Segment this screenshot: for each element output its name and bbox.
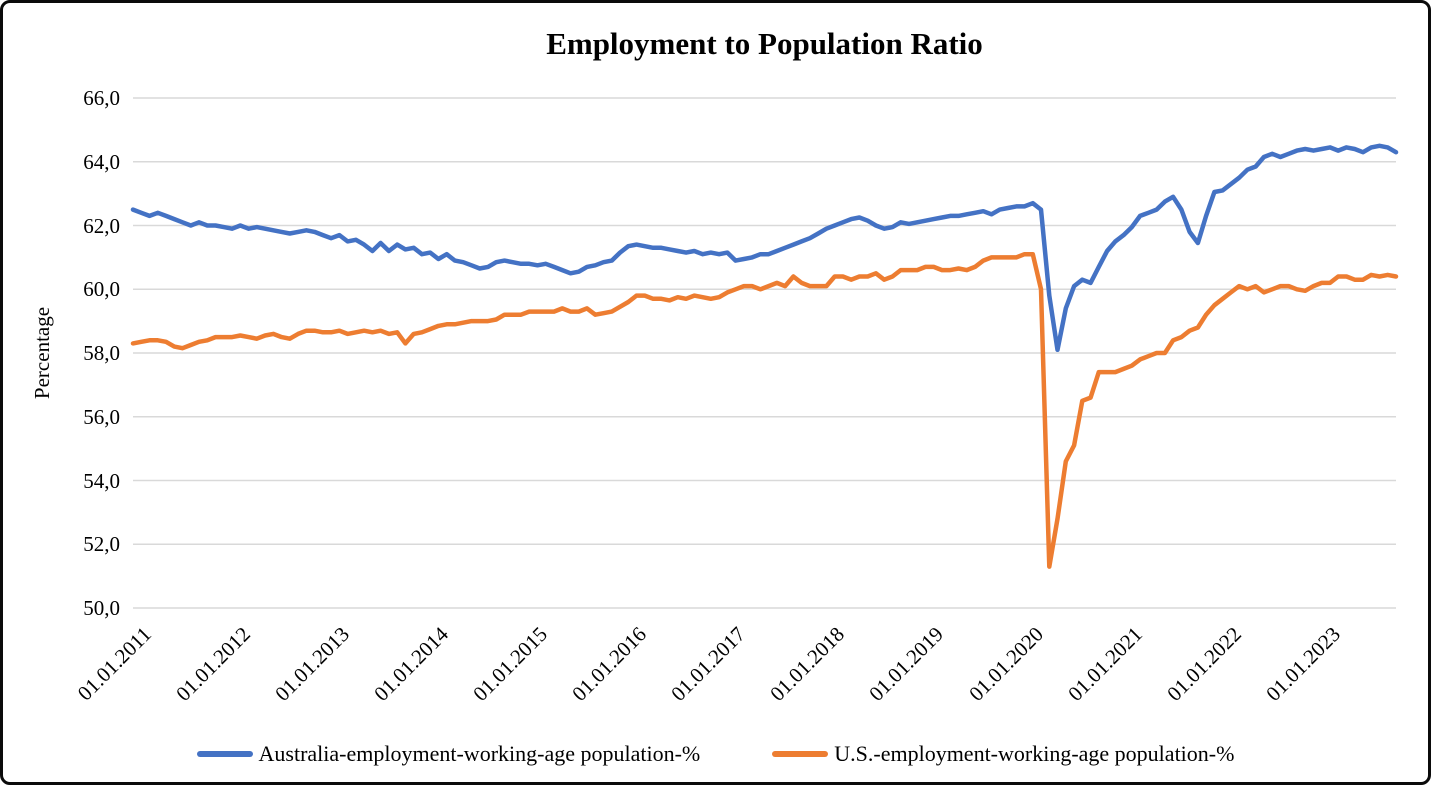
series-lines [130, 143, 1399, 569]
legend-item-us: U.S.-employment-working-age population-% [772, 741, 1234, 767]
y-tick-label: 62,0 [83, 213, 120, 238]
y-tick-label: 56,0 [83, 404, 120, 429]
y-tick-label: 58,0 [83, 341, 120, 365]
y-tick-label: 66,0 [83, 86, 120, 110]
chart-title: Employment to Population Ratio [546, 26, 983, 61]
legend-label-us: U.S.-employment-working-age population-% [834, 741, 1235, 766]
legend-swatch-australia [196, 751, 253, 757]
legend-item-australia: Australia-employment-working-age populat… [196, 741, 701, 767]
y-tick-label: 52,0 [83, 532, 120, 557]
y-tick-label: 54,0 [83, 468, 120, 493]
y-tick-label: 60,0 [83, 277, 120, 302]
y-tick-label: 50,0 [83, 596, 120, 620]
legend: Australia-employment-working-age populat… [0, 741, 1431, 767]
legend-label-australia: Australia-employment-working-age populat… [258, 741, 701, 766]
legend-swatch-us [772, 751, 829, 757]
line-series-1 [130, 251, 1399, 569]
gridlines [133, 97, 1396, 609]
line-series-0 [130, 143, 1399, 353]
y-tick-label: 64,0 [83, 149, 120, 174]
